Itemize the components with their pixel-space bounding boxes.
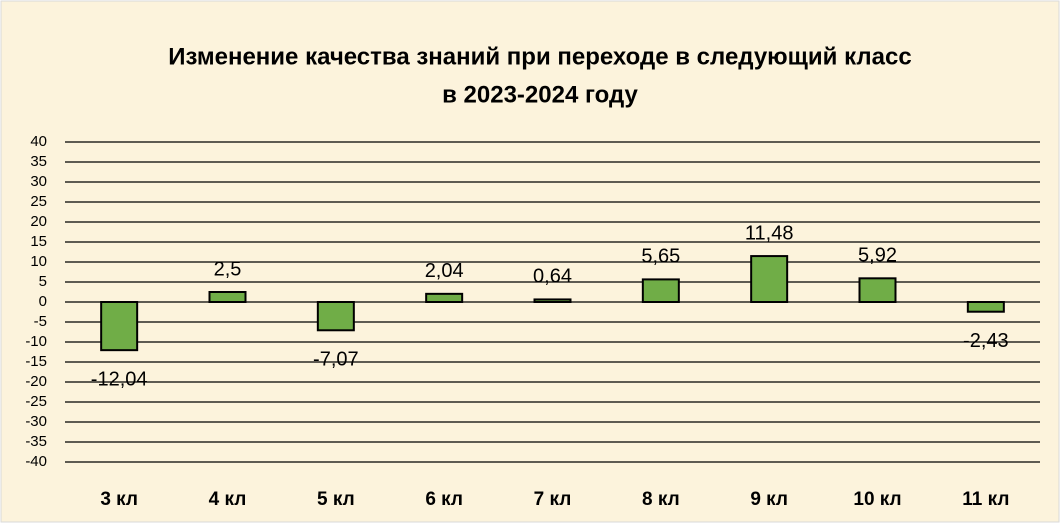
y-tick-label: 20: [30, 213, 47, 230]
x-tick-label: 10 кл: [853, 489, 901, 510]
y-tick-label: -10: [25, 333, 47, 350]
y-tick-label: 10: [30, 253, 47, 270]
bar: [858, 277, 897, 304]
data-label: -7,07: [313, 349, 359, 371]
y-tick-label: 40: [30, 133, 47, 150]
bar: [208, 291, 247, 303]
data-label: 2,04: [425, 260, 464, 282]
y-tick-label: 35: [30, 153, 47, 170]
y-tick-label: 25: [30, 193, 47, 210]
y-tick-label: -15: [25, 353, 47, 370]
data-label: -12,04: [91, 368, 148, 390]
data-label: 11,48: [745, 222, 794, 244]
y-tick-label: -20: [25, 373, 47, 390]
x-tick-label: 9 кл: [750, 489, 788, 510]
bar: [750, 255, 789, 303]
y-tick-label: 5: [39, 273, 47, 290]
bar: [316, 301, 355, 332]
y-tick-label: -30: [25, 413, 47, 430]
data-label: 5,65: [641, 246, 680, 268]
chart-title: Изменение качества знаний при переходе в…: [168, 43, 911, 70]
bar: [100, 301, 139, 352]
chart-title: в 2023-2024 году: [442, 81, 638, 108]
y-tick-label: -35: [25, 433, 47, 450]
bar: [966, 301, 1005, 313]
x-tick-label: 3 кл: [100, 489, 138, 510]
y-tick-label: -25: [25, 393, 47, 410]
y-tick-label: 30: [30, 173, 47, 190]
x-tick-label: 8 кл: [642, 489, 680, 510]
y-tick-label: 0: [39, 293, 47, 310]
x-tick-label: 6 кл: [425, 489, 463, 510]
x-tick-label: 7 кл: [534, 489, 572, 510]
bar: [533, 298, 572, 304]
bar: [641, 278, 680, 303]
data-label: 0,64: [533, 266, 572, 288]
data-label: -2,43: [963, 330, 1009, 352]
data-label: 5,92: [858, 245, 897, 267]
bar: [425, 292, 464, 303]
y-tick-label: 15: [30, 233, 47, 250]
x-tick-label: 5 кл: [317, 489, 355, 510]
x-tick-label: 4 кл: [209, 489, 247, 510]
y-tick-label: -40: [25, 453, 47, 470]
x-tick-label: 11 кл: [962, 489, 1009, 510]
data-label: 2,5: [214, 258, 242, 280]
y-tick-label: -5: [34, 313, 47, 330]
